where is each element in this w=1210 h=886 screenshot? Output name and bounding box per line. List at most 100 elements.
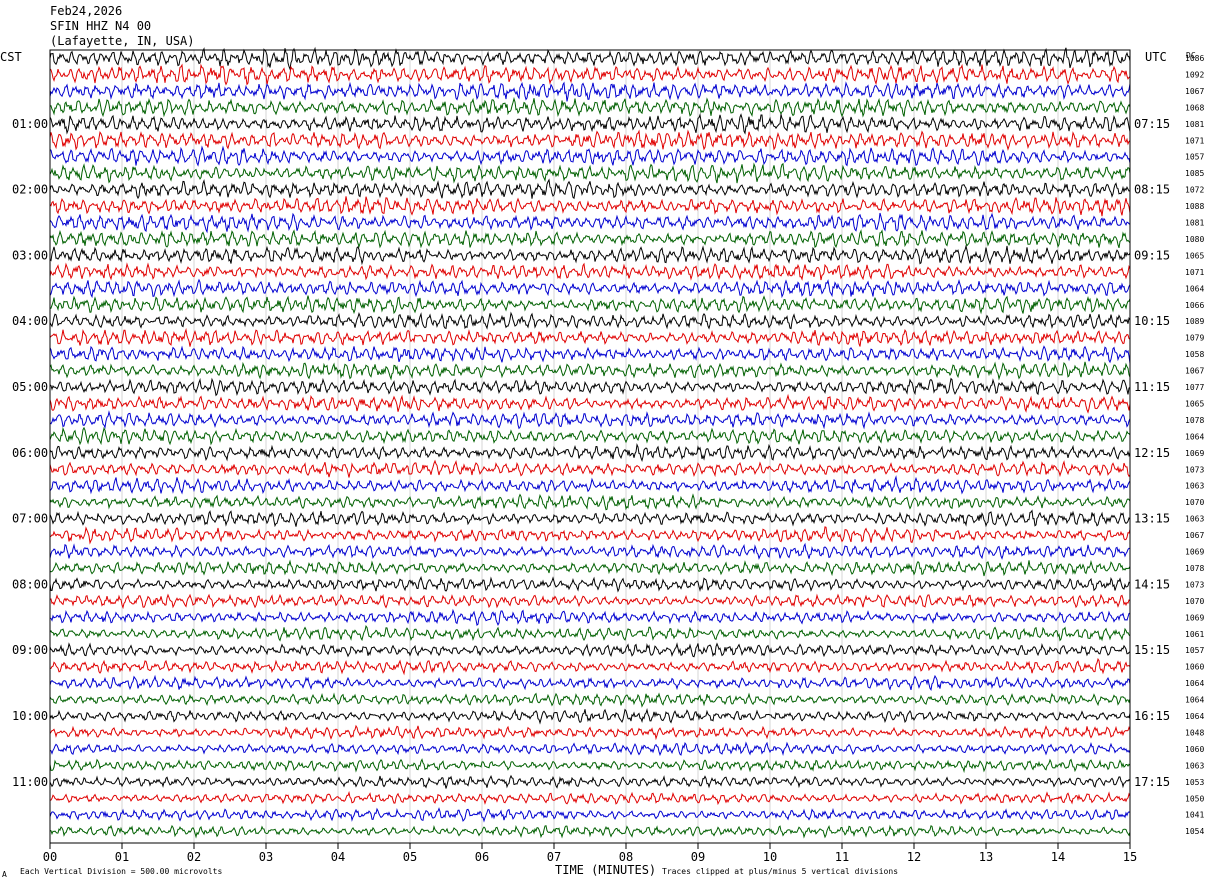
dc-offset-label: 1085 <box>1185 169 1204 178</box>
dc-offset-label: 1067 <box>1185 531 1204 540</box>
seismic-trace <box>49 278 1131 299</box>
dc-offset-label: 1071 <box>1185 136 1204 145</box>
seismic-trace <box>49 46 1131 71</box>
dc-offset-label: 1070 <box>1185 597 1204 606</box>
dc-offset-label: 1088 <box>1185 202 1204 211</box>
dc-offset-label: 1081 <box>1185 120 1204 129</box>
seismic-trace <box>49 244 1131 266</box>
dc-offset-label: 1057 <box>1185 646 1204 655</box>
seismic-trace <box>49 63 1131 86</box>
dc-offset-label: 1073 <box>1185 580 1204 589</box>
seismic-trace <box>49 327 1131 347</box>
dc-offset-label: 1069 <box>1185 613 1204 622</box>
left-hour-label: 02:00 <box>12 183 48 197</box>
seismic-trace <box>49 393 1131 414</box>
right-hour-label: 17:15 <box>1134 775 1170 789</box>
dc-offset-label: 1053 <box>1185 778 1204 787</box>
left-hour-label: 03:00 <box>12 248 48 262</box>
seismic-trace <box>49 741 1131 757</box>
seismic-trace <box>49 162 1131 184</box>
left-hour-label: 05:00 <box>12 380 48 394</box>
seismic-trace <box>49 96 1131 118</box>
seismic-trace <box>49 824 1131 839</box>
seismic-trace <box>49 345 1131 364</box>
dc-offset-label: 1080 <box>1185 235 1204 244</box>
seismic-trace <box>49 542 1131 560</box>
right-hour-label: 09:15 <box>1134 248 1170 262</box>
x-tick-label: 06 <box>475 850 489 864</box>
dc-offset-label: 1089 <box>1185 317 1204 326</box>
dc-offset-label: 1064 <box>1185 712 1204 721</box>
seismic-trace <box>49 377 1131 397</box>
x-tick-label: 13 <box>979 850 993 864</box>
dc-offset-header: DC <box>1186 51 1196 60</box>
right-hour-label: 15:15 <box>1134 643 1170 657</box>
seismic-trace <box>49 426 1131 446</box>
dc-offset-label: 1060 <box>1185 663 1204 672</box>
x-tick-label: 12 <box>907 850 921 864</box>
x-tick-label: 00 <box>43 850 57 864</box>
seismic-trace <box>49 674 1131 691</box>
right-hour-label: 10:15 <box>1134 314 1170 328</box>
dc-offset-label: 1078 <box>1185 564 1204 573</box>
dc-offset-label: 1067 <box>1185 87 1204 96</box>
x-axis-label: TIME (MINUTES) <box>555 863 657 877</box>
right-hour-label: 08:15 <box>1134 183 1170 197</box>
dc-offset-label: 1058 <box>1185 350 1204 359</box>
left-hour-label: 06:00 <box>12 446 48 460</box>
x-tick-label: 08 <box>619 850 633 864</box>
dc-offset-label: 1071 <box>1185 268 1204 277</box>
seismic-trace <box>49 443 1131 462</box>
dc-offset-label: 1061 <box>1185 630 1204 639</box>
seismic-trace <box>49 758 1131 774</box>
dc-offset-label: 1078 <box>1185 416 1204 425</box>
left-hour-label: 08:00 <box>12 577 48 591</box>
left-hour-label: 09:00 <box>12 643 48 657</box>
right-timezone-label: UTC <box>1145 50 1167 64</box>
seismic-trace <box>49 361 1131 381</box>
seismic-trace <box>49 509 1131 528</box>
dc-offset-label: 1069 <box>1185 548 1204 557</box>
seismic-trace <box>49 178 1131 200</box>
x-tick-label: 14 <box>1051 850 1065 864</box>
left-hour-label: 04:00 <box>12 314 48 328</box>
left-hour-label: 10:00 <box>12 709 48 723</box>
dc-offset-label: 1057 <box>1185 153 1204 162</box>
seismic-trace <box>49 593 1131 610</box>
plot-date: Feb24,2026 <box>50 4 123 18</box>
right-hour-label: 16:15 <box>1134 709 1170 723</box>
dc-offset-label: 1065 <box>1185 399 1204 408</box>
dc-offset-label: 1066 <box>1185 301 1204 310</box>
seismic-trace <box>49 526 1131 545</box>
x-tick-label: 01 <box>115 850 129 864</box>
clipping-note: Traces clipped at plus/minus 5 vertical … <box>662 867 899 876</box>
dc-offset-label: 1063 <box>1185 515 1204 524</box>
seismic-trace <box>49 311 1131 330</box>
seismic-trace <box>49 459 1131 478</box>
x-tick-label: 15 <box>1123 850 1137 864</box>
right-hour-label: 14:15 <box>1134 577 1170 591</box>
dc-offset-label: 1069 <box>1185 449 1204 458</box>
dc-offset-label: 1064 <box>1185 284 1204 293</box>
scale-note: Each Vertical Division = 500.00 microvol… <box>20 867 223 876</box>
seismic-trace <box>49 790 1131 806</box>
dc-offset-label: 1064 <box>1185 696 1204 705</box>
seismic-trace <box>49 576 1131 593</box>
seismic-trace <box>49 625 1131 642</box>
plot-frame <box>49 49 1131 844</box>
left-timezone-label: CST <box>0 50 22 64</box>
right-hour-label: 11:15 <box>1134 380 1170 394</box>
seismic-trace <box>49 129 1131 151</box>
dc-offset-label: 1081 <box>1185 219 1204 228</box>
x-tick-label: 11 <box>835 850 849 864</box>
dc-offset-label: 1063 <box>1185 761 1204 770</box>
seismic-trace <box>49 145 1131 167</box>
dc-offset-label: 1063 <box>1185 482 1204 491</box>
seismic-trace <box>49 559 1131 577</box>
x-tick-label: 09 <box>691 850 705 864</box>
dc-offset-label: 1054 <box>1185 827 1204 836</box>
seismic-trace <box>49 642 1131 658</box>
seismic-trace <box>49 410 1131 430</box>
dc-offset-label: 1068 <box>1185 103 1204 112</box>
dc-offset-label: 1086 <box>1185 54 1204 63</box>
